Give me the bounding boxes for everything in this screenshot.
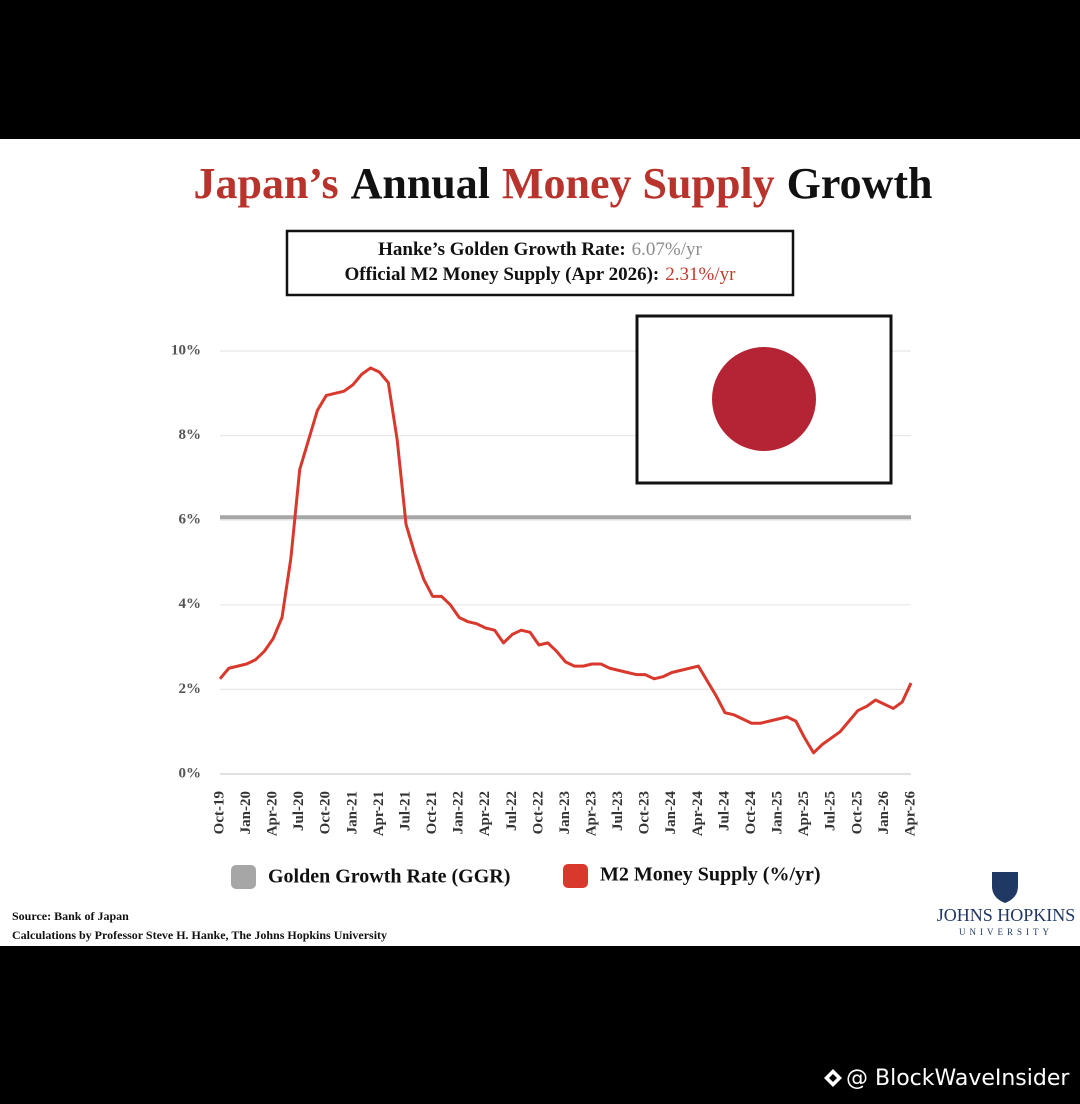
legend-swatch: [563, 864, 588, 888]
watermark: @ BlockWaveInsider: [846, 1066, 1070, 1091]
x-tick-label: Apr-26: [902, 791, 918, 837]
x-tick-label: Apr-23: [584, 791, 600, 836]
title-part: Growth: [787, 159, 933, 208]
info-box-text: Hanke’s Golden Growth Rate: 6.07%/yr Offic…: [345, 239, 737, 285]
y-tick-label: 8%: [179, 427, 202, 443]
flag-disc: [712, 347, 816, 451]
watermark-icon: [824, 1069, 842, 1087]
info-part: 6.07%/yr: [632, 239, 703, 260]
legend-swatch: [231, 865, 256, 889]
x-tick-label: Apr-22: [477, 791, 493, 836]
source: Source: Bank of Japan: [12, 909, 129, 923]
info-box: [285, 229, 795, 297]
x-tick-label: Oct-21: [424, 791, 440, 834]
x-tick-label: Apr-21: [371, 791, 387, 836]
info-line: Official M2 Money Supply (Apr 2026): 2.31…: [345, 264, 737, 285]
x-tick-label: Oct-20: [318, 791, 334, 834]
x-tick-label: Jan-24: [663, 791, 679, 835]
title-part: Japan’s: [193, 159, 338, 208]
x-tick-label: Jul-24: [716, 791, 732, 832]
x-tick-label: Jan-22: [451, 791, 467, 834]
series-line: [218, 366, 913, 755]
x-tick-label: Oct-22: [530, 791, 546, 834]
x-tick-label: Jan-21: [344, 791, 360, 834]
x-tick-label: Jul-22: [504, 791, 520, 831]
x-tick-label: Oct-23: [637, 791, 653, 834]
x-tick-label: Apr-20: [265, 791, 281, 836]
plot: [218, 366, 913, 755]
x-tick-label: Jan-20: [238, 791, 254, 834]
title-part: Annual: [351, 159, 490, 208]
y-tick-label: 6%: [179, 512, 202, 528]
x-tick-label: Jan-23: [557, 791, 573, 834]
x-tick-label: Jul-21: [397, 791, 413, 831]
credit: Calculations by Professor Steve H. Hanke…: [12, 928, 387, 942]
info-line: Hanke’s Golden Growth Rate: 6.07%/yr: [378, 239, 702, 260]
legend-label: M2 Money Supply (%/yr): [600, 864, 821, 886]
x-tick-label: Apr-25: [796, 791, 812, 836]
y-tick-label: 0%: [179, 765, 202, 781]
x-tick-label: Jul-20: [291, 791, 307, 831]
x-tick-label: Jul-25: [823, 791, 839, 831]
chart-title: Japan’s Annual Money Supply Growth: [193, 159, 932, 208]
legend-label: Golden Growth Rate (GGR): [268, 866, 510, 888]
x-tick-label: Jan-26: [876, 791, 892, 835]
grid: 0% 2% 4% 6% 8% 10% Oct-19 Jan-20 Apr-20 Jul-20 Oct…: [171, 342, 918, 836]
info-part: Official M2 Money Supply (Apr 2026):: [345, 264, 660, 285]
logo-shield: [992, 872, 1018, 903]
x-tick-label: Jul-23: [610, 791, 626, 831]
title-part: Money Supply: [502, 159, 775, 208]
info-part: 2.31%/yr: [665, 264, 736, 285]
x-tick-label: Jan-25: [770, 791, 786, 834]
y-tick-label: 10%: [171, 342, 201, 358]
x-tick-label: Oct-25: [849, 791, 865, 834]
logo-sub: UNIVERSITY: [959, 927, 1053, 937]
y-tick-label: 2%: [179, 681, 202, 697]
y-tick-label: 4%: [179, 596, 202, 612]
x-tick-label: Oct-19: [211, 791, 227, 834]
x-tick-label: Oct-24: [743, 791, 759, 835]
x-tick-label: Apr-24: [690, 791, 706, 837]
info-part: Hanke’s Golden Growth Rate:: [378, 239, 626, 260]
logo-name: JOHNS HOPKINS: [937, 905, 1076, 925]
